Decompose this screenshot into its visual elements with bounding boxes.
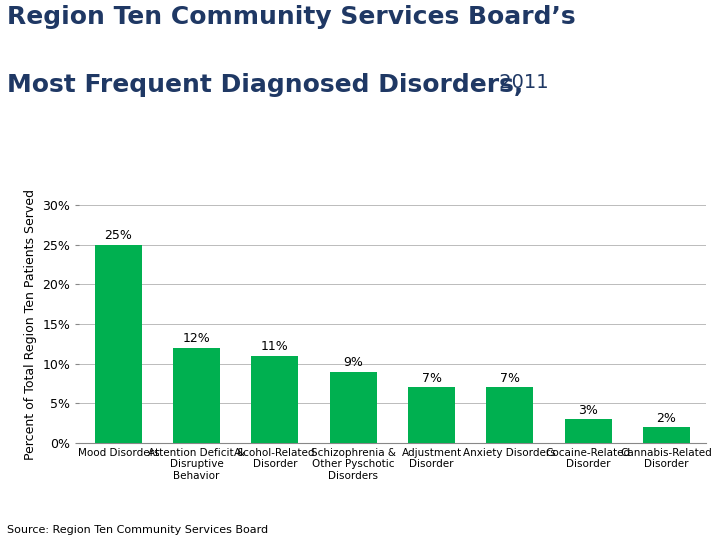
Bar <box>330 372 377 443</box>
Text: 12%: 12% <box>183 333 210 346</box>
Bar <box>564 419 612 443</box>
Text: 3%: 3% <box>578 404 598 417</box>
Bar <box>408 387 455 443</box>
Bar <box>251 356 298 443</box>
Text: Region Ten Community Services Board’s: Region Ten Community Services Board’s <box>7 5 576 29</box>
Bar <box>643 427 690 443</box>
Text: 2011: 2011 <box>493 73 549 92</box>
Text: Most Frequent Diagnosed Disorders,: Most Frequent Diagnosed Disorders, <box>7 73 523 97</box>
Text: 7%: 7% <box>421 372 441 385</box>
Text: 25%: 25% <box>104 230 132 242</box>
Bar <box>487 387 534 443</box>
Text: 2%: 2% <box>657 411 676 424</box>
Text: Source: Region Ten Community Services Board: Source: Region Ten Community Services Bo… <box>7 524 269 535</box>
Text: 11%: 11% <box>261 340 289 353</box>
Bar <box>95 245 142 443</box>
Text: 9%: 9% <box>343 356 363 369</box>
Bar <box>173 348 220 443</box>
Y-axis label: Percent of Total Region Ten Patients Served: Percent of Total Region Ten Patients Ser… <box>24 188 37 460</box>
Text: 7%: 7% <box>500 372 520 385</box>
